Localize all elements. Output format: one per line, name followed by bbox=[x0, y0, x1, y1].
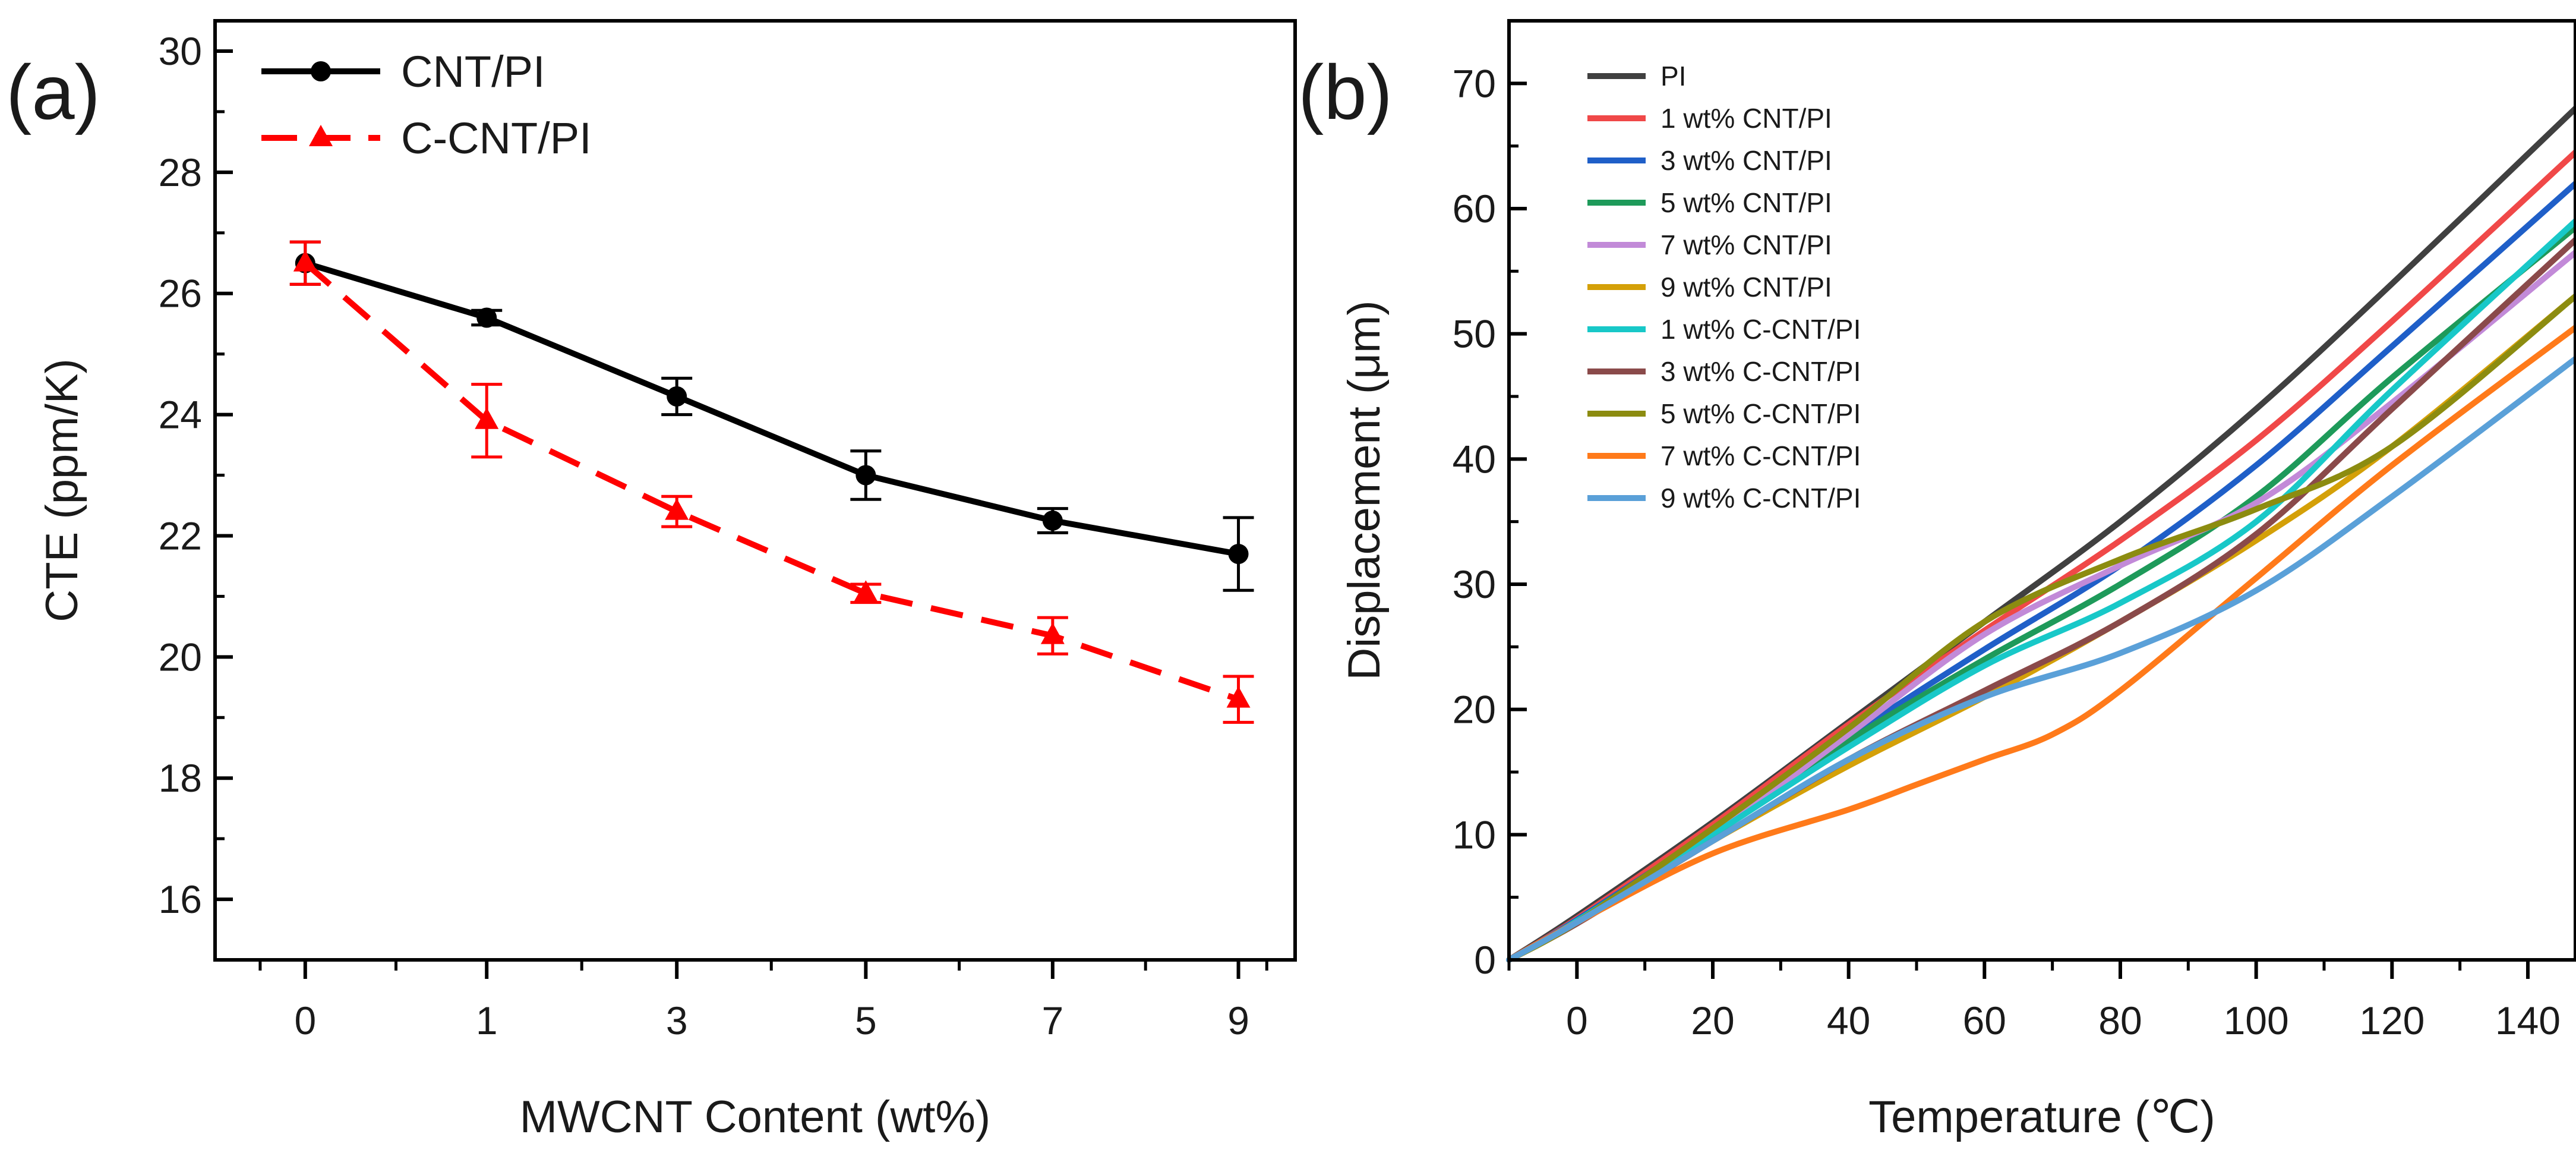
legend-marker bbox=[309, 125, 333, 146]
panel-a-y-tick-label: 30 bbox=[159, 29, 202, 73]
data-point bbox=[1042, 510, 1063, 531]
panel-a-x-tick-label: 5 bbox=[855, 998, 877, 1042]
data-point bbox=[667, 386, 687, 407]
panel-b-x-tick-label: 120 bbox=[2359, 998, 2425, 1042]
panel-b-label: (b) bbox=[1298, 49, 1393, 136]
panel-b-y-tick-label: 10 bbox=[1453, 812, 1496, 856]
series-9-wt-c-cnt-pi bbox=[1506, 355, 2576, 963]
panel-b-y-tick-label: 20 bbox=[1453, 688, 1496, 732]
panel-b-x-tick-label: 140 bbox=[2495, 998, 2561, 1042]
panel-a-y-axis-title: CTE (ppm/K) bbox=[37, 358, 87, 622]
legend-label: 7 wt% CNT/PI bbox=[1660, 229, 1832, 260]
panel-b-legend: PI 1 wt% CNT/PI 3 wt% CNT/PI 5 wt% CNT/PI 7 … bbox=[1587, 61, 1861, 514]
legend-label: 5 wt% C-CNT/PI bbox=[1660, 398, 1861, 429]
panel-a-y-tick-label: 28 bbox=[159, 150, 202, 194]
legend-label: CNT/PI bbox=[401, 47, 545, 96]
legend-label: C-CNT/PI bbox=[401, 114, 592, 163]
panel-a-chart: (a) 16 18 20 22 24 26 28 30 0 1 3 5 7 9 MWCNT Content… bbox=[6, 19, 1297, 1142]
panel-a-y-tick-label: 22 bbox=[159, 514, 202, 557]
data-point bbox=[665, 498, 689, 520]
panel-b-x-tick-label: 80 bbox=[2098, 998, 2142, 1042]
legend-label: 7 wt% C-CNT/PI bbox=[1660, 440, 1861, 471]
data-point bbox=[475, 407, 499, 429]
panel-a-x-tick-label: 1 bbox=[476, 998, 498, 1042]
series-1-wt-cnt-pi bbox=[1506, 149, 2576, 963]
data-point bbox=[1228, 544, 1249, 565]
panel-b-y-tick-label: 50 bbox=[1453, 312, 1496, 356]
panel-a-x-tick-label: 0 bbox=[294, 998, 316, 1042]
panel-a-y-tick-label: 20 bbox=[159, 635, 202, 679]
series-line bbox=[303, 260, 1240, 703]
panel-a-plot-frame bbox=[213, 19, 1297, 962]
panel-a-y-tick-label: 26 bbox=[159, 272, 202, 316]
panel-b-plot-frame bbox=[1507, 19, 2576, 962]
legend-label: 9 wt% C-CNT/PI bbox=[1660, 483, 1861, 514]
legend-label: PI bbox=[1660, 61, 1686, 92]
panel-a-x-tick-label: 3 bbox=[666, 998, 688, 1042]
legend-label: 1 wt% C-CNT/PI bbox=[1660, 314, 1861, 345]
panel-b-y-tick-label: 70 bbox=[1453, 61, 1496, 105]
data-point bbox=[854, 580, 878, 602]
panel-b-x-tick-label: 100 bbox=[2224, 998, 2289, 1042]
panel-a-y-tick-label: 16 bbox=[159, 877, 202, 921]
series-line bbox=[304, 260, 1239, 557]
data-point bbox=[1226, 686, 1251, 708]
panel-a-label: (a) bbox=[6, 49, 100, 136]
panel-b-x-tick-label: 0 bbox=[1566, 998, 1588, 1042]
panel-b-y-tick-label: 30 bbox=[1453, 562, 1496, 606]
data-point bbox=[855, 465, 876, 486]
legend-label: 9 wt% CNT/PI bbox=[1660, 272, 1832, 303]
legend-marker bbox=[311, 61, 331, 81]
data-point bbox=[476, 307, 497, 328]
legend-label: 3 wt% CNT/PI bbox=[1660, 145, 1832, 176]
panel-b-x-tick-label: 40 bbox=[1827, 998, 1870, 1042]
panel-b-x-tick-label: 20 bbox=[1691, 998, 1734, 1042]
panel-b-y-axis-title: Displacement (μm) bbox=[1339, 300, 1390, 680]
legend-label: 1 wt% CNT/PI bbox=[1660, 103, 1832, 134]
panel-b-x-axis-title: Temperature (℃) bbox=[1868, 1092, 2215, 1142]
panel-a-y-tick-label: 24 bbox=[159, 393, 202, 437]
panel-a-legend: CNT/PI C-CNT/PI bbox=[261, 47, 592, 163]
series-c-cnt-pi bbox=[289, 240, 1254, 724]
panel-a-y-tick-label: 18 bbox=[159, 756, 202, 800]
series-7-wt-c-cnt-pi bbox=[1506, 325, 2576, 963]
series-cnt-pi bbox=[289, 240, 1254, 592]
data-point bbox=[293, 250, 317, 272]
panel-b-y-tick-label: 60 bbox=[1453, 187, 1496, 231]
panel-a-x-tick-label: 9 bbox=[1227, 998, 1249, 1042]
data-point bbox=[1040, 622, 1065, 644]
panel-a-x-axis-title: MWCNT Content (wt%) bbox=[520, 1092, 990, 1142]
panel-b-y-tick-label: 0 bbox=[1474, 938, 1496, 982]
panel-b-y-tick-label: 40 bbox=[1453, 437, 1496, 481]
series-5-wt-c-cnt-pi bbox=[1506, 293, 2576, 963]
legend-label: 3 wt% C-CNT/PI bbox=[1660, 356, 1861, 387]
legend-label: 5 wt% CNT/PI bbox=[1660, 187, 1832, 218]
panel-b-chart: (b) 0 10 20 30 40 50 60 70 0 20 40 60 80 100 120 140 Te… bbox=[1298, 19, 2576, 1142]
panel-b-x-tick-label: 60 bbox=[1963, 998, 2006, 1042]
panel-a-x-tick-label: 7 bbox=[1041, 998, 1063, 1042]
